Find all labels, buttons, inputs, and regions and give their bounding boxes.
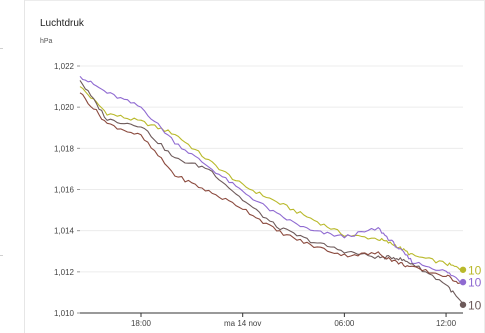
y-tick-label: 1,022 bbox=[54, 62, 75, 71]
y-tick-label: 1,018 bbox=[54, 144, 75, 153]
series-end-dot bbox=[459, 278, 467, 286]
y-tick-label: 1,016 bbox=[54, 186, 75, 195]
x-tick-label: ma 14 nov bbox=[224, 319, 261, 328]
y-tick-label: 1,010 bbox=[54, 309, 75, 318]
y-tick-label: 1,012 bbox=[54, 268, 75, 277]
y-tick-label: 1,014 bbox=[54, 227, 75, 236]
chart-title: Luchtdruk bbox=[40, 18, 84, 29]
series-end-label: 10 bbox=[468, 298, 482, 312]
card-border-top bbox=[25, 0, 485, 1]
series-end-label: 10 bbox=[468, 276, 482, 290]
series-line bbox=[79, 75, 464, 283]
x-tick-label: 06:00 bbox=[334, 319, 355, 328]
strip-tick bbox=[0, 48, 3, 49]
x-tick-label: 12:00 bbox=[436, 319, 457, 328]
y-tick-label: 1,020 bbox=[54, 103, 75, 112]
series-end-dot bbox=[459, 301, 467, 308]
y-axis-ticks: 1,010 1,012 1,014 1,016 1,018 1,020 1,022 bbox=[54, 62, 80, 318]
grid-lines bbox=[80, 65, 463, 314]
y-axis-unit: hPa bbox=[40, 38, 53, 45]
series-line bbox=[79, 92, 464, 285]
series-end-dot bbox=[459, 266, 467, 273]
series-line bbox=[79, 80, 464, 306]
series-group bbox=[79, 75, 464, 306]
left-panel-strip bbox=[0, 0, 25, 333]
strip-tick bbox=[0, 255, 3, 256]
series-end-label: 10 bbox=[468, 263, 482, 277]
x-tick-label: 18:00 bbox=[131, 319, 152, 328]
x-axis-ticks: 18:00 ma 14 nov 06:00 12:00 bbox=[131, 313, 457, 328]
series-line bbox=[79, 86, 464, 271]
chart-card bbox=[25, 0, 485, 333]
